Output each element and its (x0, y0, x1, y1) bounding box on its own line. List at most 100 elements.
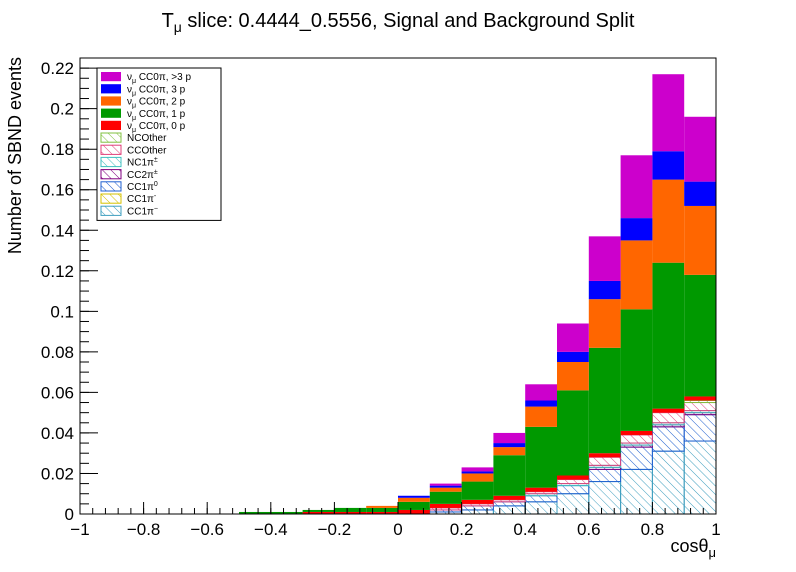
legend-entry-cc1pi0: CC1π0 (100, 181, 158, 193)
bar-cc0pi_0p (493, 495, 526, 500)
y-tick-label: 0.12 (41, 262, 74, 281)
bar-cc0pi_1p (557, 390, 589, 476)
legend-entry-cc2pi: CC2π± (100, 169, 158, 181)
legend-swatch (100, 156, 122, 168)
bar-cc0pi_0p (652, 408, 685, 413)
bar-cc0pi_1p (461, 481, 494, 500)
x-tick-label: −0.8 (127, 520, 161, 539)
bar-ccother (524, 491, 558, 495)
bar-cc0pi_0p (334, 511, 367, 514)
bar-cc0pi_2p (525, 406, 557, 427)
series-ncother (683, 400, 717, 404)
bar-cc1pi0 (683, 414, 717, 442)
bar-ccother (492, 499, 526, 503)
bar-cc0pi_1p (270, 511, 303, 514)
bar-ccother (588, 456, 622, 466)
chart-title: Tμ slice: 0.4444_0.5556, Signal and Back… (162, 10, 635, 35)
y-tick-label: 0.22 (41, 59, 74, 78)
series-cc1pi_minus (429, 440, 717, 515)
y-tick-label: 0 (65, 505, 74, 524)
legend-label: CC2π± (127, 169, 158, 181)
bar-cc0pi_3p (557, 351, 589, 362)
bar-cc0pi_0p (398, 509, 430, 514)
y-axis-title: Number of SBND events (5, 57, 25, 254)
legend-swatch (100, 181, 122, 192)
bar-cc0pi_3p (588, 280, 621, 300)
legend-entry-cc0pi_3p: νμ CC0π, 3 p (101, 84, 186, 97)
bar-cc0pi_0p (620, 430, 653, 435)
legend-swatch (100, 193, 122, 204)
bar-cc1pi0 (524, 495, 558, 503)
legend-entry-cc1pi_zero_minus: CC1π- (100, 193, 157, 205)
bar-cc0pi_1p (620, 309, 653, 431)
legend-entry-nc1pi: NC1π± (100, 156, 158, 169)
legend-entry-cc0pi_2p: νμ CC0π, 2 p (101, 96, 186, 110)
y-tick-label: 0.1 (50, 302, 74, 321)
bar-ccother (620, 434, 653, 444)
bar-cc0pi_3p (620, 218, 653, 241)
bar-cc0pi_3p (398, 495, 430, 498)
bar-cc0pi_2p (366, 505, 398, 508)
bar-cc1pi_minus (524, 501, 558, 515)
bar-cc0pi_0p (684, 396, 716, 401)
legend-swatch (101, 120, 121, 130)
x-axis-title: cosθμ (670, 536, 716, 560)
bar-ccother (556, 479, 590, 485)
legend-swatch (100, 169, 122, 180)
bar-cc0pi_2p (620, 240, 653, 310)
bar-cc0pi_0p (588, 453, 621, 458)
bar-cc0pi_1p (429, 491, 462, 504)
chart-title-subscript: μ (174, 19, 182, 35)
bar-cc0pi_1p (239, 511, 271, 514)
bar-cc0pi_1p (525, 426, 557, 488)
bar-cc0pi_3p (429, 485, 462, 488)
series-cc0pi_2p (366, 179, 716, 508)
bar-cc0pi_2p (588, 299, 621, 348)
y-tick-label: 0.08 (41, 343, 74, 362)
legend-swatch (101, 108, 121, 118)
bar-cc1pi_minus (651, 450, 685, 515)
legend-label: νμ CC0π, 0 p (127, 121, 186, 134)
legend-entry-ccother: CCOther (100, 144, 167, 156)
series-cc1pi0 (429, 414, 717, 513)
bar-cc0pi_gt3p (557, 323, 589, 352)
bar-cc1pi_minus (556, 493, 590, 515)
legend-swatch (100, 144, 122, 155)
bar-cc0pi_1p (652, 262, 685, 409)
bar-cc0pi_3p (461, 471, 494, 474)
bar-cc1pi0 (620, 446, 653, 470)
series-cc0pi_0p (302, 396, 716, 514)
series-cc0pi_1p (239, 262, 716, 514)
bar-cc0pi_2p (652, 179, 685, 263)
series-cc0pi_3p (398, 151, 716, 498)
x-axis-title-subscript: μ (709, 545, 717, 560)
legend-swatch (101, 72, 121, 82)
legend-label: CC1π− (127, 205, 158, 217)
bar-cc1pi0 (588, 468, 622, 483)
bar-cc1pi0 (492, 501, 526, 507)
legend-entry-cc1pi_minus: CC1π− (100, 205, 158, 217)
bar-cc1pi0 (556, 485, 590, 495)
x-tick-label: −0.2 (318, 520, 352, 539)
bar-cc1pi_minus (492, 505, 526, 515)
legend-entry-cc0pi_gt3p: νμ CC0π, >3 p (101, 72, 191, 85)
legend-swatch (100, 132, 122, 143)
bar-cc0pi_0p (461, 499, 494, 504)
bar-cc0pi_2p (684, 205, 716, 275)
legend-entry-cc0pi_1p: νμ CC0π, 1 p (101, 108, 186, 122)
bar-cc0pi_gt3p (461, 467, 494, 472)
bar-cc1pi_minus (683, 440, 717, 515)
legend-label: NC1π± (127, 157, 158, 169)
bar-cc0pi_0p (525, 487, 557, 492)
bar-cc1pi0 (651, 426, 685, 452)
x-axis-title-main: cosθ (670, 536, 708, 556)
bar-cc1pi0 (461, 505, 494, 511)
bar-cc0pi_1p (366, 507, 398, 512)
bar-cc0pi_2p (557, 362, 589, 391)
bar-ccother (683, 402, 717, 412)
bar-cc0pi_gt3p (525, 384, 557, 401)
bar-cc0pi_3p (652, 151, 685, 180)
bar-cc0pi_gt3p (429, 483, 462, 486)
bar-ccother (461, 503, 494, 507)
